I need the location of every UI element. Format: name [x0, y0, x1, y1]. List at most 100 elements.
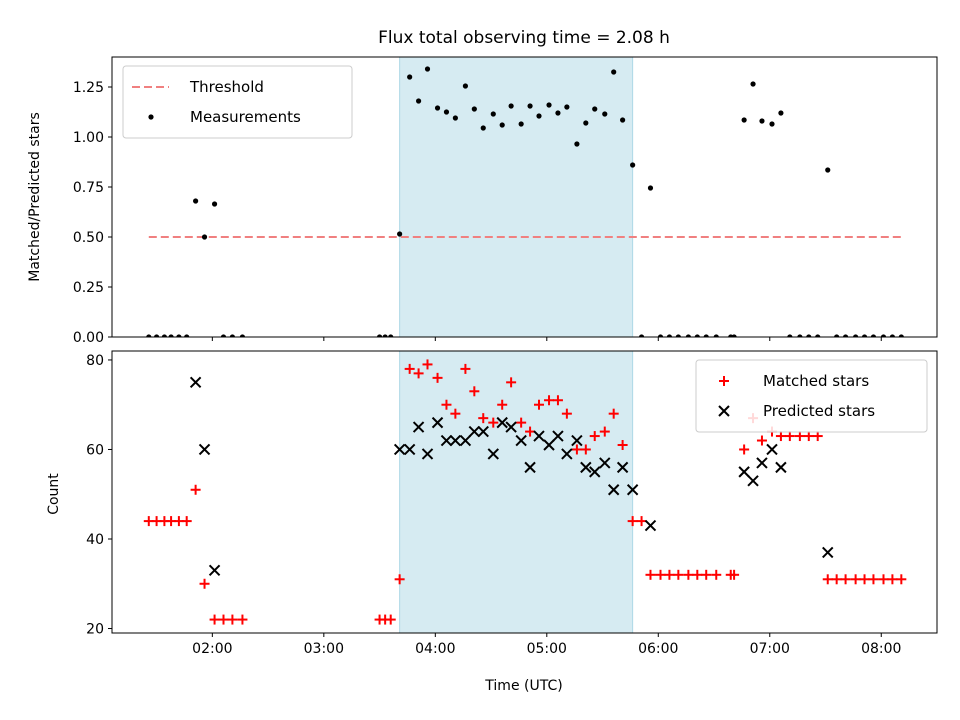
x-point-32 — [756, 457, 768, 469]
dot-point-9 — [220, 334, 227, 337]
dot-point-33 — [564, 104, 570, 110]
plus-point-18 — [422, 359, 433, 370]
x-point-4-b — [403, 443, 416, 456]
dot-point-47 — [694, 334, 700, 337]
x-point-20-b — [552, 430, 564, 442]
x-point-30 — [738, 466, 750, 478]
plus-point-44 — [664, 569, 675, 580]
plus-point-58 — [794, 431, 805, 442]
x-point-1-b — [198, 443, 211, 456]
dot-point-3 — [168, 334, 174, 337]
x-point-5 — [412, 421, 425, 433]
plus-point-22 — [460, 363, 471, 374]
plus-point-62 — [831, 574, 842, 585]
x-point-29-b — [644, 519, 657, 532]
x-point-27-b — [616, 461, 629, 474]
plus-point-47 — [692, 569, 703, 580]
dot-point-35 — [583, 120, 589, 126]
x-point-33-b — [766, 443, 778, 456]
top-shaded-region — [399, 56, 634, 338]
x-point-13-b — [487, 448, 499, 460]
x-point-18 — [533, 430, 545, 442]
top-plot-area — [146, 66, 904, 337]
x-point-22-b — [571, 434, 583, 447]
plus-point-21 — [450, 408, 461, 419]
bottom-xtick-label-4: 06:00 — [638, 641, 678, 657]
plus-point-48 — [701, 569, 712, 580]
dot-point-28 — [518, 121, 524, 127]
dot-point-22 — [462, 83, 469, 89]
plus-point-24 — [478, 413, 489, 424]
dot-point-67 — [880, 334, 887, 337]
x-point-28-b — [626, 484, 639, 496]
top-ytick-label-2: 0.50 — [73, 230, 104, 246]
dot-point-64 — [853, 334, 859, 337]
x-point-34 — [775, 461, 787, 474]
plus-point-20 — [441, 399, 452, 410]
x-point-23 — [580, 461, 592, 474]
top-legend-label-0: Threshold — [189, 78, 264, 96]
top-y-axis-label: Matched/Predicted stars — [27, 112, 43, 282]
bottom-shaded-region — [399, 350, 634, 634]
x-point-20 — [552, 430, 564, 442]
x-point-15 — [505, 421, 517, 433]
top-panel: 0.00 0.25 0.50 0.75 1.00 1.25 Threshold Measure… — [73, 56, 938, 346]
dot-point-63 — [842, 334, 849, 337]
x-point-0-b — [189, 376, 202, 389]
dot-point-42 — [647, 185, 654, 191]
dot-point-13 — [382, 334, 388, 337]
plus-point-52 — [739, 444, 750, 455]
plus-point-42 — [645, 569, 656, 580]
dot-point-1 — [153, 334, 160, 337]
plus-point-19 — [432, 372, 443, 383]
plus-point-25 — [488, 417, 499, 428]
dot-point-21 — [452, 115, 458, 121]
dot-point-52 — [741, 117, 747, 123]
plus-point-65 — [859, 574, 870, 585]
x-point-18-b — [533, 430, 545, 442]
dot-point-8 — [211, 201, 218, 207]
x-point-23-b — [580, 461, 592, 474]
dot-point-61 — [825, 167, 831, 173]
dot-point-37 — [602, 111, 608, 117]
plus-point-8 — [209, 614, 220, 625]
x-point-31 — [747, 475, 759, 487]
x-point-3-b — [393, 443, 406, 456]
plus-point-29 — [525, 426, 536, 437]
bottom-xtick-label-5: 07:00 — [750, 641, 790, 657]
dot-point-44 — [666, 334, 673, 337]
chart-title: Flux total observing time = 2.08 h — [378, 28, 670, 48]
x-point-24 — [589, 466, 601, 478]
plus-point-46 — [683, 569, 694, 580]
dot-point-10 — [229, 334, 236, 337]
bottom-xtick-label-0: 02:00 — [192, 641, 232, 657]
x-point-7 — [431, 416, 444, 429]
x-point-16 — [515, 434, 527, 447]
x-point-21 — [561, 448, 573, 460]
x-point-21-b — [561, 448, 573, 460]
dot-point-26 — [499, 122, 505, 128]
x-point-5-b — [412, 421, 425, 433]
dot-point-2 — [161, 334, 167, 337]
top-ytick-label-4: 1.00 — [73, 130, 104, 146]
top-series-measurements — [146, 66, 904, 337]
dot-point-60 — [815, 334, 821, 337]
plus-point-28 — [516, 417, 527, 428]
x-point-26-b — [607, 484, 620, 496]
dot-point-17 — [415, 98, 422, 104]
dot-point-27 — [508, 103, 514, 109]
plus-point-40 — [627, 516, 638, 527]
bottom-xtick-label-1: 03:00 — [304, 641, 344, 657]
x-axis-label: Time (UTC) — [484, 678, 562, 694]
x-point-25 — [599, 457, 611, 469]
bottom-legend: Matched stars Predicted stars — [695, 359, 928, 433]
dot-point-66 — [870, 334, 877, 337]
x-point-6 — [421, 448, 434, 460]
x-point-16-b — [515, 434, 527, 447]
plus-point-36 — [589, 431, 600, 442]
plus-point-35 — [580, 444, 591, 455]
bottom-axes-frame — [111, 350, 938, 634]
dot-point-46 — [685, 334, 691, 337]
dot-point-57 — [787, 334, 793, 337]
